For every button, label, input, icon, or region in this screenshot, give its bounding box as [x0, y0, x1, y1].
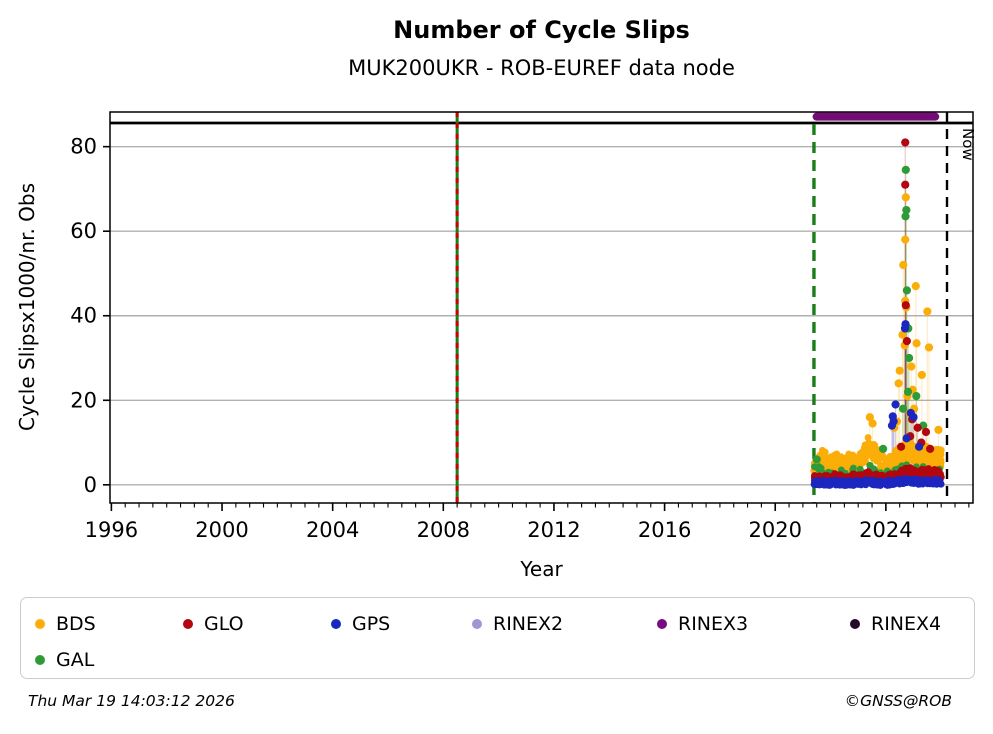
outlier-point-glo — [921, 427, 931, 437]
scatter-point-glo — [935, 468, 942, 476]
outlier-point-gal — [903, 387, 913, 396]
outlier-point-bds — [934, 425, 943, 434]
x-tick-label: 2008 — [417, 518, 470, 542]
outlier-point-bds — [901, 235, 910, 244]
outlier-point-gps — [909, 413, 918, 422]
scatter-point-bds — [821, 448, 829, 456]
outlier-point-gal — [902, 286, 911, 295]
x-tick-label: 2012 — [527, 518, 580, 542]
outlier-point-bds — [865, 413, 874, 422]
legend-item-rinex4: RINEX4 — [850, 613, 974, 635]
outlier-point-gal — [879, 444, 888, 453]
now-label: Now — [959, 128, 977, 161]
legend-item-bds: BDS — [35, 613, 183, 635]
plot-border — [109, 111, 974, 504]
legend-label: GLO — [204, 613, 244, 635]
outlier-point-glo — [901, 138, 910, 147]
outlier-point-gal — [902, 205, 911, 215]
outlier-point-glo — [901, 301, 910, 310]
outlier-point-bds — [924, 343, 934, 352]
outlier-point-gal — [912, 391, 921, 401]
outlier-point-gal — [812, 455, 821, 464]
scatter-point-glo — [889, 471, 897, 479]
scatter-point-bds — [935, 445, 943, 453]
legend-label: RINEX2 — [493, 613, 564, 635]
outlier-point-gps — [887, 421, 897, 430]
outlier-point-bds — [894, 379, 903, 388]
chart-title: Number of Cycle Slips — [393, 16, 690, 44]
outlier-point-bds — [923, 307, 932, 316]
copyright-text: ©GNSS@ROB — [844, 692, 952, 710]
legend-dot-gal — [35, 655, 45, 665]
legend-label: RINEX4 — [871, 613, 942, 635]
legend-label: BDS — [56, 613, 96, 635]
legend-dot-rinex4 — [850, 619, 860, 629]
outlier-point-glo — [896, 442, 906, 451]
y-tick-label: 20 — [70, 388, 97, 412]
outlier-point-gal — [901, 165, 910, 175]
legend-dot-glo — [183, 619, 193, 629]
outlier-point-gal — [905, 353, 914, 363]
outlier-point-bds — [901, 193, 910, 202]
y-tick-label: 80 — [70, 135, 97, 159]
legend-dot-rinex2 — [472, 619, 482, 629]
x-tick-label: 2024 — [859, 518, 912, 542]
outlier-point-glo — [902, 337, 911, 346]
outlier-point-gps — [902, 434, 911, 443]
legend-label: GAL — [56, 649, 95, 671]
footer: Thu Mar 19 14:03:12 2026 ©GNSS@ROB — [28, 692, 952, 710]
outlier-point-bds — [911, 282, 920, 291]
y-tick-label: 40 — [70, 304, 97, 328]
chart-subtitle: MUK200UKR - ROB-EUREF data node — [348, 56, 735, 80]
legend-dot-bds — [35, 619, 45, 629]
legend-label: GPS — [352, 613, 391, 635]
outlier-point-bds — [895, 366, 904, 375]
scatter-point-bds — [909, 442, 917, 450]
scatter-point-gps — [935, 476, 943, 484]
x-tick-label: 2004 — [306, 518, 359, 542]
scatter-point-bds — [864, 434, 872, 442]
outlier-point-bds — [912, 339, 921, 348]
x-tick-label: 1996 — [85, 518, 138, 542]
outlier-point-bds — [899, 260, 908, 270]
outlier-point-glo — [913, 423, 922, 432]
y-axis-label: Cycle Slipsx1000/nr. Obs — [15, 183, 39, 431]
outlier-point-bds — [917, 370, 926, 380]
legend-item-rinex3: RINEX3 — [657, 613, 850, 635]
legend-item-rinex2: RINEX2 — [472, 613, 657, 635]
x-tick-label: 2016 — [638, 518, 691, 542]
y-tick-label: 0 — [84, 473, 97, 497]
x-axis-label: Year — [519, 557, 563, 581]
outlier-point-bds — [898, 330, 907, 339]
outlier-point-glo — [926, 444, 935, 453]
outlier-point-gps — [891, 400, 900, 409]
outlier-point-bds — [907, 362, 916, 371]
scatter-point-gal — [815, 465, 822, 473]
outlier-point-gal — [901, 212, 910, 221]
rinex3-version-bar — [812, 112, 940, 121]
y-tick-label: 60 — [70, 219, 97, 243]
plot-canvas: Now 1996 2000 2004 2008 2012 2016 2020 2024 0 20 40… — [15, 111, 977, 581]
timestamp-text: Thu Mar 19 14:03:12 2026 — [28, 692, 235, 710]
legend-item-gal: GAL — [35, 649, 183, 671]
legend-item-gps: GPS — [331, 613, 472, 635]
x-tick-label: 2000 — [195, 518, 248, 542]
x-tick-label: 2020 — [749, 518, 802, 542]
outlier-point-glo — [901, 180, 910, 189]
legend-dot-rinex3 — [657, 619, 667, 629]
legend-dot-gps — [331, 619, 341, 629]
legend-box: BDS GLO GPS RINEX2 RINEX3 RINEX4 GAL — [20, 597, 975, 679]
scatter-point-bds — [937, 459, 945, 466]
legend-label: RINEX3 — [678, 613, 749, 635]
outlier-point-gps — [914, 442, 924, 451]
outlier-point-bds — [868, 419, 877, 428]
legend-item-glo: GLO — [183, 613, 331, 635]
outlier-point-gps — [900, 324, 910, 333]
scatter-point-bds — [868, 443, 876, 451]
outlier-point-gal — [898, 404, 908, 413]
